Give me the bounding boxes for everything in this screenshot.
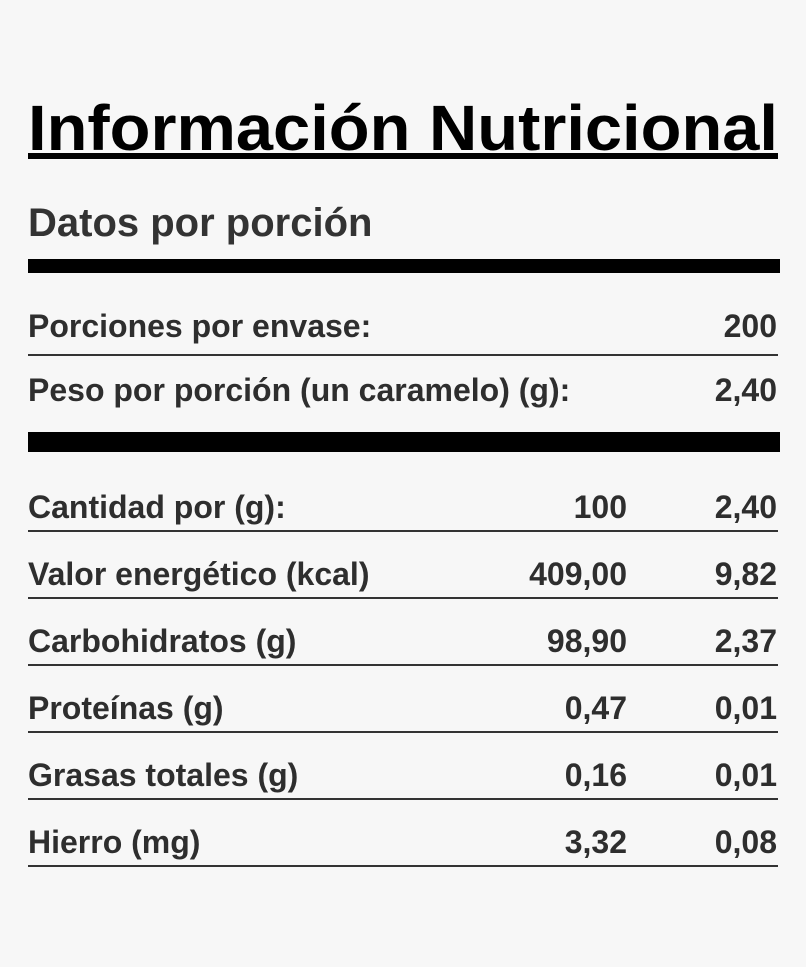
- table-cell: 0,16: [565, 757, 627, 793]
- table-cell: Valor energético (kcal): [28, 556, 369, 592]
- table-cell: Hierro (mg): [28, 824, 200, 860]
- serving-value: 200: [724, 308, 777, 344]
- table-cell: 0,47: [565, 690, 627, 726]
- table-cell: Proteínas (g): [28, 690, 224, 726]
- table-cell: Carbohidratos (g): [28, 623, 296, 659]
- table-cell: 0,01: [715, 757, 777, 793]
- table-header: 2,40: [715, 489, 777, 525]
- table-cell: 0,08: [715, 824, 777, 860]
- subtitle: Datos por porción: [28, 201, 372, 245]
- title-underline: [28, 153, 778, 159]
- table-cell: 3,32: [565, 824, 627, 860]
- table-cell: 98,90: [547, 623, 627, 659]
- title: Información Nutricional: [28, 92, 778, 164]
- table-header: 100: [574, 489, 627, 525]
- table-cell: 409,00: [529, 556, 627, 592]
- table-cell: 9,82: [715, 556, 777, 592]
- serving-label: Porciones por envase:: [28, 308, 371, 344]
- serving-label: Peso por porción (un caramelo) (g):: [28, 372, 570, 408]
- table-cell: 0,01: [715, 690, 777, 726]
- table-cell: Grasas totales (g): [28, 757, 298, 793]
- table-header: Cantidad por (g):: [28, 489, 286, 525]
- thick-rule: [28, 432, 780, 452]
- thick-rule: [28, 259, 780, 273]
- table-cell: 2,37: [715, 623, 777, 659]
- serving-value: 2,40: [715, 372, 777, 408]
